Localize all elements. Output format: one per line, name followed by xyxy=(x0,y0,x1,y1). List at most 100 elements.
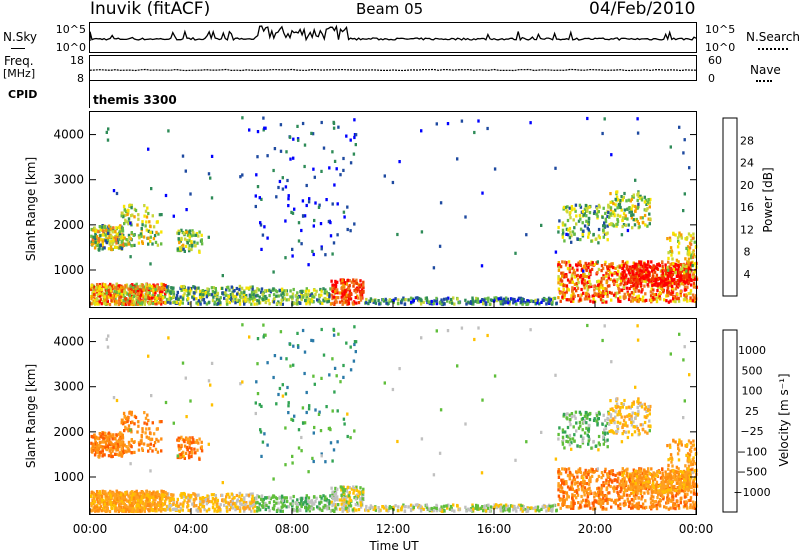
velocity-cell xyxy=(327,506,331,510)
power-cell xyxy=(285,298,288,302)
power-cell xyxy=(623,264,626,268)
power-cell xyxy=(456,297,459,301)
velocity-cell xyxy=(599,497,602,502)
cpid-panel: themis 3300 xyxy=(89,81,177,108)
power-cell xyxy=(622,283,626,288)
power-cell xyxy=(107,293,110,297)
velocity-cell xyxy=(662,497,665,501)
velocity-cell xyxy=(225,495,228,499)
power-cell xyxy=(671,286,674,290)
velocity-cell xyxy=(126,505,129,509)
velocity-cell xyxy=(109,500,112,504)
power-cell xyxy=(635,281,638,285)
power-cell xyxy=(688,270,692,274)
power-cell xyxy=(136,302,139,306)
power-cell xyxy=(419,302,423,306)
power-cell xyxy=(469,300,473,304)
power-cell xyxy=(93,226,96,230)
velocity-cell xyxy=(197,506,201,510)
power-cell xyxy=(210,196,214,200)
power-cell xyxy=(514,251,517,255)
power-cell xyxy=(443,297,446,301)
power-cell xyxy=(161,296,165,300)
power-cell xyxy=(340,281,343,285)
power-cell xyxy=(153,234,157,238)
power-cell xyxy=(685,275,689,280)
power-cell xyxy=(327,299,331,303)
power-cell xyxy=(572,297,575,301)
velocity-cell xyxy=(572,506,575,510)
power-cell xyxy=(686,299,689,303)
power-cell xyxy=(481,298,484,302)
velocity-cell xyxy=(238,495,241,499)
velocity-cell xyxy=(311,507,315,511)
power-cell xyxy=(575,284,579,288)
power-cell xyxy=(627,206,630,211)
power-cell xyxy=(688,251,691,255)
velocity-cell xyxy=(140,496,144,500)
power-cell xyxy=(304,293,307,297)
power-cell xyxy=(311,300,315,304)
power-cell xyxy=(644,223,647,227)
power-cell xyxy=(610,264,613,268)
power-cell xyxy=(208,300,211,304)
power-cell xyxy=(627,277,630,281)
power-cell xyxy=(587,220,591,224)
power-cell xyxy=(567,233,570,237)
power-cell xyxy=(198,289,202,293)
velocity-cell xyxy=(114,504,117,508)
power-cell xyxy=(188,239,191,243)
power-cell xyxy=(362,280,365,284)
velocity-cell xyxy=(560,489,564,494)
velocity-cell xyxy=(264,507,267,512)
power-cell xyxy=(95,235,99,239)
power-cell xyxy=(471,298,474,302)
power-cell xyxy=(569,265,572,269)
power-cell xyxy=(149,235,152,239)
power-cell xyxy=(593,284,596,288)
power-cell xyxy=(283,293,286,297)
velocity-cell xyxy=(315,496,318,500)
power-cell xyxy=(109,293,112,297)
velocity-cell xyxy=(197,493,200,497)
velocity-cell xyxy=(476,504,479,508)
power-cell xyxy=(134,289,137,293)
power-cell xyxy=(129,221,132,225)
velocity-cell xyxy=(279,509,282,513)
power-cell xyxy=(682,282,685,286)
velocity-cell xyxy=(571,493,574,497)
power-cell xyxy=(354,290,358,294)
power-cell xyxy=(193,240,196,244)
velocity-cell xyxy=(215,503,218,507)
velocity-cell xyxy=(627,484,630,488)
velocity-cell xyxy=(175,501,179,505)
power-cell xyxy=(117,289,121,293)
power-cell xyxy=(597,283,600,287)
velocity-cell xyxy=(96,500,99,504)
power-cell xyxy=(218,299,221,303)
power-cell xyxy=(626,207,629,211)
power-cell xyxy=(614,203,617,207)
power-cell xyxy=(635,265,638,269)
power-cell xyxy=(562,287,565,292)
power-cell xyxy=(590,239,593,243)
nsky-panel-frame xyxy=(89,22,697,53)
velocity-cell xyxy=(318,501,321,505)
power-cell xyxy=(614,291,617,295)
power-cell xyxy=(348,284,351,288)
power-cell xyxy=(345,293,349,297)
power-cell xyxy=(584,203,588,208)
velocity-cell xyxy=(251,492,254,496)
power-cell xyxy=(360,293,364,297)
power-cell xyxy=(569,230,572,234)
power-cell xyxy=(651,283,654,288)
power-cell xyxy=(551,302,554,306)
power-cell xyxy=(325,198,328,202)
power-cell xyxy=(679,290,682,294)
power-cell xyxy=(608,215,611,219)
power-cell xyxy=(113,299,116,303)
freq-panel: 18 8 60 0 xyxy=(70,54,722,85)
power-cell xyxy=(339,278,342,282)
power-cell xyxy=(326,293,329,297)
power-cell xyxy=(634,262,637,266)
